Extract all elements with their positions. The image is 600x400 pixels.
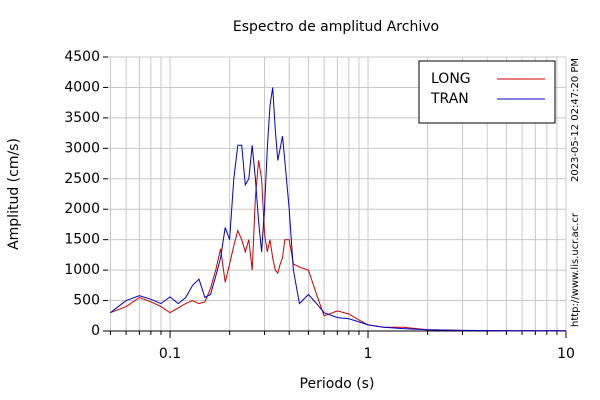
y-tick-label: 1500 — [64, 232, 100, 248]
y-tick-label: 0 — [91, 323, 100, 339]
line-series — [110, 87, 566, 332]
x-tick-label: 1 — [364, 346, 373, 362]
y-tick-label: 1000 — [64, 262, 100, 278]
y-tick-label: 4000 — [64, 79, 100, 95]
x-tick-label: 0.1 — [159, 346, 181, 362]
chart-title: Espectro de amplitud Archivo — [233, 19, 439, 35]
y-tick-label: 2000 — [64, 201, 100, 217]
y-tick-label: 500 — [73, 293, 100, 309]
y-axis-label: Amplitud (cm/s) — [6, 138, 22, 250]
x-axis-label: Periodo (s) — [300, 376, 375, 392]
source: http://www.lis.ucr.ac.cr — [570, 212, 581, 327]
legend-label: LONG — [431, 71, 471, 87]
y-tick-label: 2500 — [64, 171, 100, 187]
legend-label: TRAN — [430, 91, 469, 107]
y-tick-label: 4500 — [64, 49, 100, 65]
line-series — [110, 160, 566, 332]
timestamp: 2023-05-12 02:47:20 PM — [570, 58, 581, 182]
y-tick-label: 3500 — [64, 110, 100, 126]
y-tick-label: 3000 — [64, 140, 100, 156]
legend-box — [418, 60, 556, 124]
x-tick-label: 10 — [557, 346, 575, 362]
